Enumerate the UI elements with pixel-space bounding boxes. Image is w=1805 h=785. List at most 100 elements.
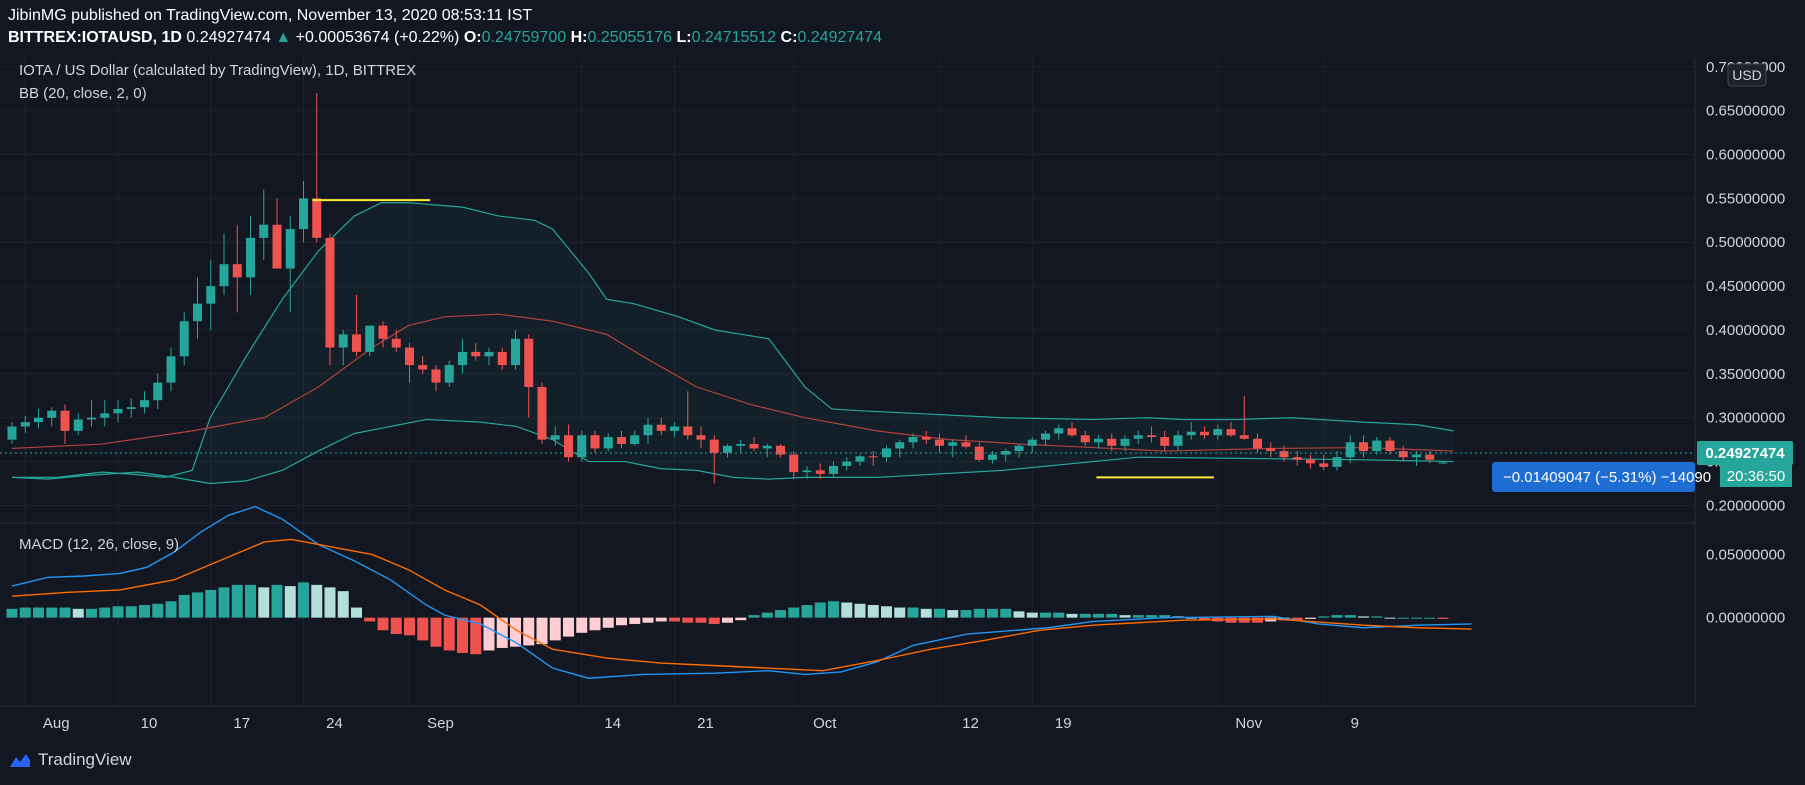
price-tick-label[interactable]: 0.20000000 bbox=[1706, 497, 1785, 514]
candle-body[interactable] bbox=[232, 264, 242, 278]
candle-body[interactable] bbox=[590, 435, 600, 449]
candle-body[interactable] bbox=[365, 325, 375, 352]
candle-body[interactable] bbox=[405, 347, 414, 366]
candle-body[interactable] bbox=[1200, 431, 1209, 436]
macd-axis-labels[interactable]: 0.05000000 0.00000000 bbox=[1706, 547, 1785, 627]
candle-body[interactable] bbox=[855, 456, 865, 462]
candle-body[interactable] bbox=[7, 426, 17, 440]
candle-body[interactable] bbox=[696, 435, 706, 440]
time-tick-label[interactable]: Nov bbox=[1235, 715, 1262, 732]
candle-body[interactable] bbox=[444, 365, 454, 383]
candle-body[interactable] bbox=[524, 338, 534, 388]
candle-body[interactable] bbox=[246, 237, 255, 278]
price-tick-label[interactable]: 0.60000000 bbox=[1706, 147, 1785, 164]
candle-body[interactable] bbox=[1253, 438, 1262, 449]
chart-svg[interactable]: 0.700000000.650000000.600000000.55000000… bbox=[0, 58, 1805, 738]
candle-body[interactable] bbox=[431, 369, 441, 383]
candle-body[interactable] bbox=[471, 351, 481, 357]
chart-area[interactable]: 0.700000000.650000000.600000000.55000000… bbox=[0, 58, 1805, 738]
candle-body[interactable] bbox=[20, 422, 30, 427]
candle-body[interactable] bbox=[1080, 435, 1090, 443]
candle-body[interactable] bbox=[259, 224, 269, 238]
candle-body[interactable] bbox=[683, 426, 693, 436]
candle-body[interactable] bbox=[458, 351, 467, 366]
candle-body[interactable] bbox=[1279, 451, 1289, 458]
candle-body[interactable] bbox=[378, 325, 388, 339]
candle-body[interactable] bbox=[723, 445, 732, 453]
candle-body[interactable] bbox=[1226, 429, 1236, 436]
candle-body[interactable] bbox=[179, 321, 189, 357]
candle-body[interactable] bbox=[1239, 435, 1249, 439]
macd-pane-title[interactable]: MACD (12, 26, close, 9) bbox=[19, 536, 179, 553]
candle-body[interactable] bbox=[1147, 435, 1156, 438]
candle-body[interactable] bbox=[988, 454, 997, 460]
candle-body[interactable] bbox=[550, 435, 560, 440]
candle-body[interactable] bbox=[1398, 451, 1408, 458]
candle-body[interactable] bbox=[87, 417, 96, 420]
candle-body[interactable] bbox=[709, 439, 719, 453]
candle-body[interactable] bbox=[1186, 431, 1196, 436]
time-tick-label[interactable]: Oct bbox=[813, 715, 837, 732]
candle-body[interactable] bbox=[1027, 439, 1037, 446]
candle-body[interactable] bbox=[948, 442, 958, 446]
time-tick-label[interactable]: 19 bbox=[1055, 715, 1072, 732]
candle-body[interactable] bbox=[312, 198, 322, 238]
currency-badge[interactable] bbox=[1727, 63, 1767, 87]
candle-body[interactable] bbox=[153, 382, 163, 401]
candle-body[interactable] bbox=[643, 424, 653, 436]
candle-body[interactable] bbox=[1359, 442, 1368, 452]
candle-body[interactable] bbox=[603, 437, 613, 449]
candle-body[interactable] bbox=[564, 435, 573, 458]
candle-body[interactable] bbox=[815, 470, 825, 474]
candle-body[interactable] bbox=[670, 426, 679, 431]
candle-body[interactable] bbox=[776, 445, 785, 455]
price-tick-label[interactable]: 0.65000000 bbox=[1706, 103, 1785, 120]
price-tick-label[interactable]: 0.45000000 bbox=[1706, 278, 1785, 295]
candle-body[interactable] bbox=[325, 237, 335, 348]
footer-brand[interactable]: TradingView bbox=[8, 750, 132, 770]
candle-body[interactable] bbox=[140, 400, 149, 408]
candle-body[interactable] bbox=[749, 444, 759, 449]
price-tick-label[interactable]: 0.40000000 bbox=[1706, 322, 1785, 339]
candlesticks[interactable] bbox=[7, 93, 1448, 484]
price-tick-label[interactable]: 0.50000000 bbox=[1706, 234, 1785, 251]
candle-body[interactable] bbox=[34, 417, 43, 423]
candle-body[interactable] bbox=[1213, 429, 1223, 436]
candle-body[interactable] bbox=[617, 437, 626, 445]
candle-body[interactable] bbox=[1014, 445, 1024, 452]
candle-body[interactable] bbox=[789, 454, 799, 473]
candle-body[interactable] bbox=[1094, 438, 1103, 443]
price-tick-label[interactable]: 0.35000000 bbox=[1706, 366, 1785, 383]
candle-body[interactable] bbox=[842, 461, 852, 466]
candle-body[interactable] bbox=[497, 351, 507, 366]
candle-body[interactable] bbox=[113, 408, 123, 414]
candle-body[interactable] bbox=[299, 198, 308, 230]
candle-body[interactable] bbox=[868, 456, 878, 458]
candle-body[interactable] bbox=[1133, 435, 1143, 439]
candle-body[interactable] bbox=[1173, 435, 1183, 446]
bb-indicator-label[interactable]: BB (20, close, 2, 0) bbox=[19, 85, 147, 102]
candle-body[interactable] bbox=[935, 439, 944, 446]
candle-body[interactable] bbox=[1412, 454, 1421, 458]
candle-body[interactable] bbox=[1266, 448, 1276, 452]
candle-body[interactable] bbox=[391, 338, 401, 348]
candle-body[interactable] bbox=[352, 334, 361, 352]
time-tick-label[interactable]: 21 bbox=[697, 715, 714, 732]
candle-body[interactable] bbox=[1292, 457, 1302, 460]
candle-body[interactable] bbox=[1332, 457, 1342, 467]
time-tick-label[interactable]: Aug bbox=[43, 715, 70, 732]
candle-body[interactable] bbox=[1385, 440, 1395, 452]
candle-body[interactable] bbox=[829, 465, 838, 474]
time-axis-labels[interactable]: Aug 10 17 24 Sep 14 21 Oct 12 19 Nov 9 bbox=[43, 715, 1359, 732]
price-tick-label[interactable]: 0.55000000 bbox=[1706, 190, 1785, 207]
candle-body[interactable] bbox=[895, 442, 905, 449]
candle-body[interactable] bbox=[166, 356, 176, 383]
candle-body[interactable] bbox=[1054, 428, 1064, 434]
time-tick-label[interactable]: 10 bbox=[141, 715, 158, 732]
candle-body[interactable] bbox=[418, 365, 428, 370]
candle-body[interactable] bbox=[285, 229, 295, 269]
price-tag[interactable] bbox=[1697, 441, 1793, 465]
candle-body[interactable] bbox=[338, 334, 348, 348]
candle-body[interactable] bbox=[736, 444, 746, 446]
macd-tick-label[interactable]: 0.05000000 bbox=[1706, 547, 1785, 564]
